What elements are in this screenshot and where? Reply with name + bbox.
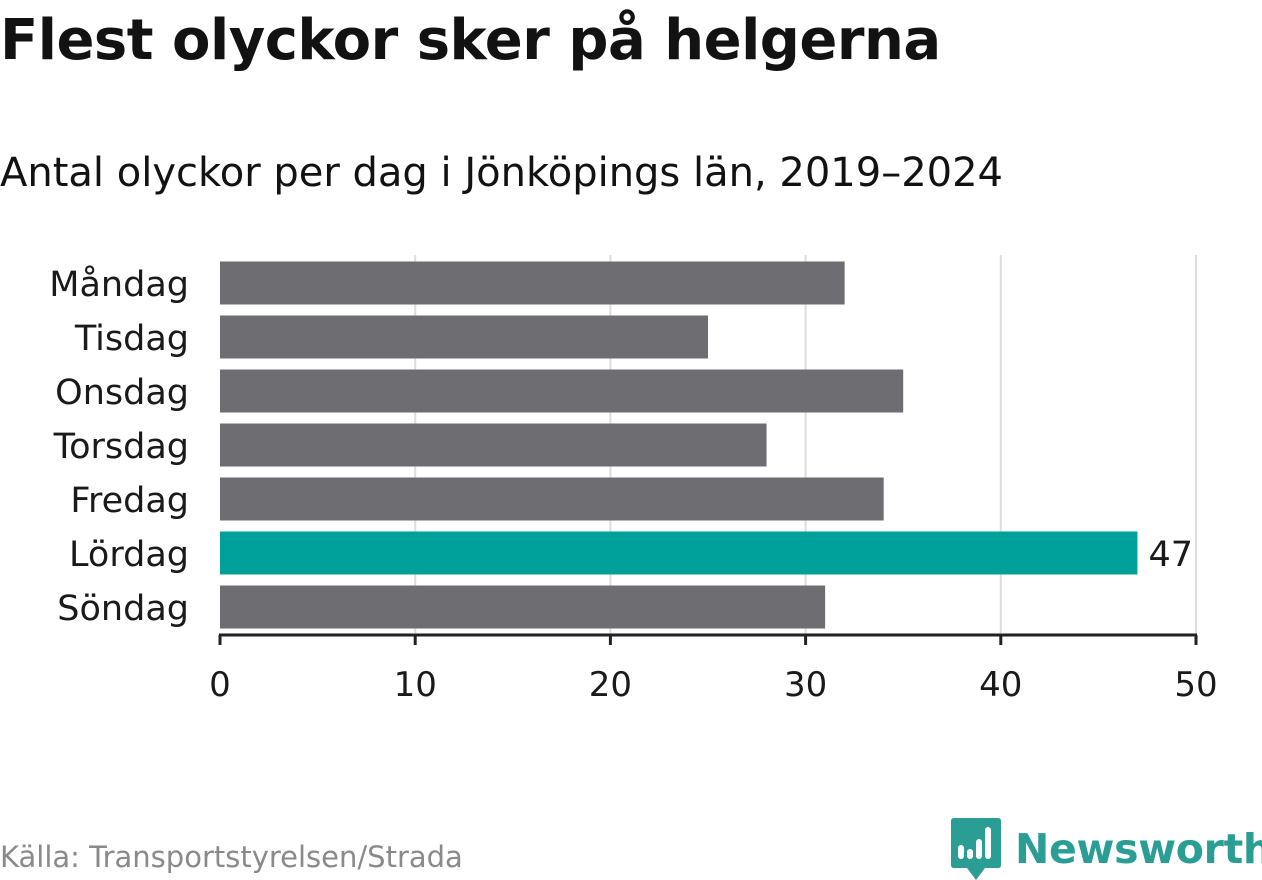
source-note: Källa: Transportstyrelsen/Strada [0, 840, 463, 874]
bar [220, 477, 884, 521]
chart-title: Flest olyckor sker på helgerna [0, 8, 941, 73]
bar [220, 423, 767, 467]
bar [220, 585, 826, 629]
x-tick-label: 30 [784, 665, 827, 705]
category-label: Söndag [57, 589, 189, 629]
newsworthy-logo-icon [951, 818, 1001, 880]
brand-name: Newsworthy [1015, 825, 1262, 873]
x-tick-label: 10 [394, 665, 437, 705]
category-label: Tisdag [74, 319, 189, 359]
category-label: Torsdag [53, 427, 189, 467]
bar-chart: Måndag Tisdag Onsdag Torsdag Fredag Lördag Sön… [49, 255, 1218, 705]
brand: Newsworthy [951, 818, 1262, 880]
category-label: Lördag [69, 535, 189, 575]
x-tick-label: 0 [209, 665, 231, 705]
x-tick-label: 40 [979, 665, 1022, 705]
x-tick-label: 20 [589, 665, 632, 705]
bar [220, 261, 845, 305]
category-label: Fredag [70, 481, 189, 521]
data-label: 47 [1148, 535, 1193, 575]
bar [220, 315, 708, 359]
x-tick-label: 50 [1174, 665, 1217, 705]
chart-subtitle: Antal olyckor per dag i Jönköpings län, … [0, 150, 1003, 196]
bar [220, 531, 1138, 575]
category-label: Onsdag [55, 373, 189, 413]
bar [220, 369, 904, 413]
category-label: Måndag [49, 264, 189, 305]
